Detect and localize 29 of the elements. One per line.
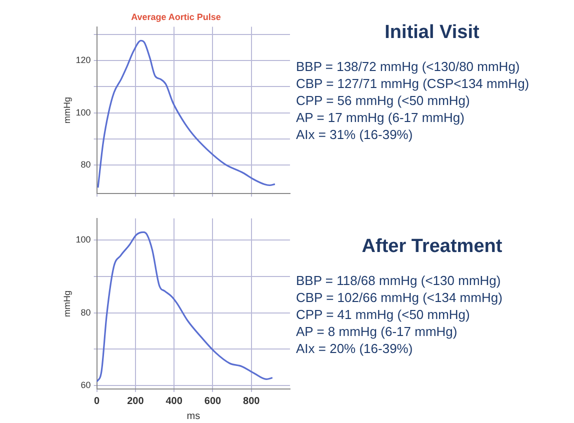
- x-axis-title: ms: [186, 410, 200, 422]
- line-series: [96, 231, 274, 383]
- x-tick-label: 0: [94, 396, 100, 407]
- text: AP = 17 mmHg (6-17 mmHg): [296, 109, 466, 126]
- line-series: [97, 40, 276, 188]
- y-axis-title: mmHg: [62, 290, 72, 317]
- y-tick-label: 120: [76, 55, 91, 66]
- text: CBP = 127/71 mmHg (CSP<134 mmHg): [296, 75, 530, 92]
- y-tick-label: 80: [80, 159, 91, 170]
- chart-title: Average Aortic Pulse: [131, 12, 221, 22]
- x-tick-label: 600: [204, 396, 222, 407]
- y-tick-label: 100: [76, 107, 91, 118]
- text: Initial Visit: [384, 22, 480, 44]
- text: AIx = 31% (16-39%): [296, 126, 414, 143]
- y-axis-title: mmHg: [62, 96, 72, 124]
- x-tick-label: 800: [243, 396, 260, 407]
- y-tick-label: 60: [80, 380, 91, 390]
- y-tick-label: 80: [80, 307, 91, 318]
- x-tick-label: 200: [127, 396, 144, 407]
- text: BBP = 118/68 mmHg (<130 mmHg): [296, 272, 502, 289]
- text: CPP = 56 mmHg (<50 mmHg): [296, 92, 471, 109]
- text: AP = 8 mmHg (6-17 mmHg): [296, 323, 458, 340]
- text: AIx = 20% (16-39%): [296, 340, 414, 357]
- text: BBP = 138/72 mmHg (<130/80 mmHg): [296, 58, 521, 75]
- text: After Treatment: [360, 236, 504, 258]
- text: CBP = 102/66 mmHg (<134 mmHg): [296, 289, 504, 306]
- text: CPP = 41 mmHg (<50 mmHg): [296, 306, 471, 323]
- x-tick-label: 400: [166, 396, 183, 407]
- y-tick-label: 100: [76, 234, 91, 245]
